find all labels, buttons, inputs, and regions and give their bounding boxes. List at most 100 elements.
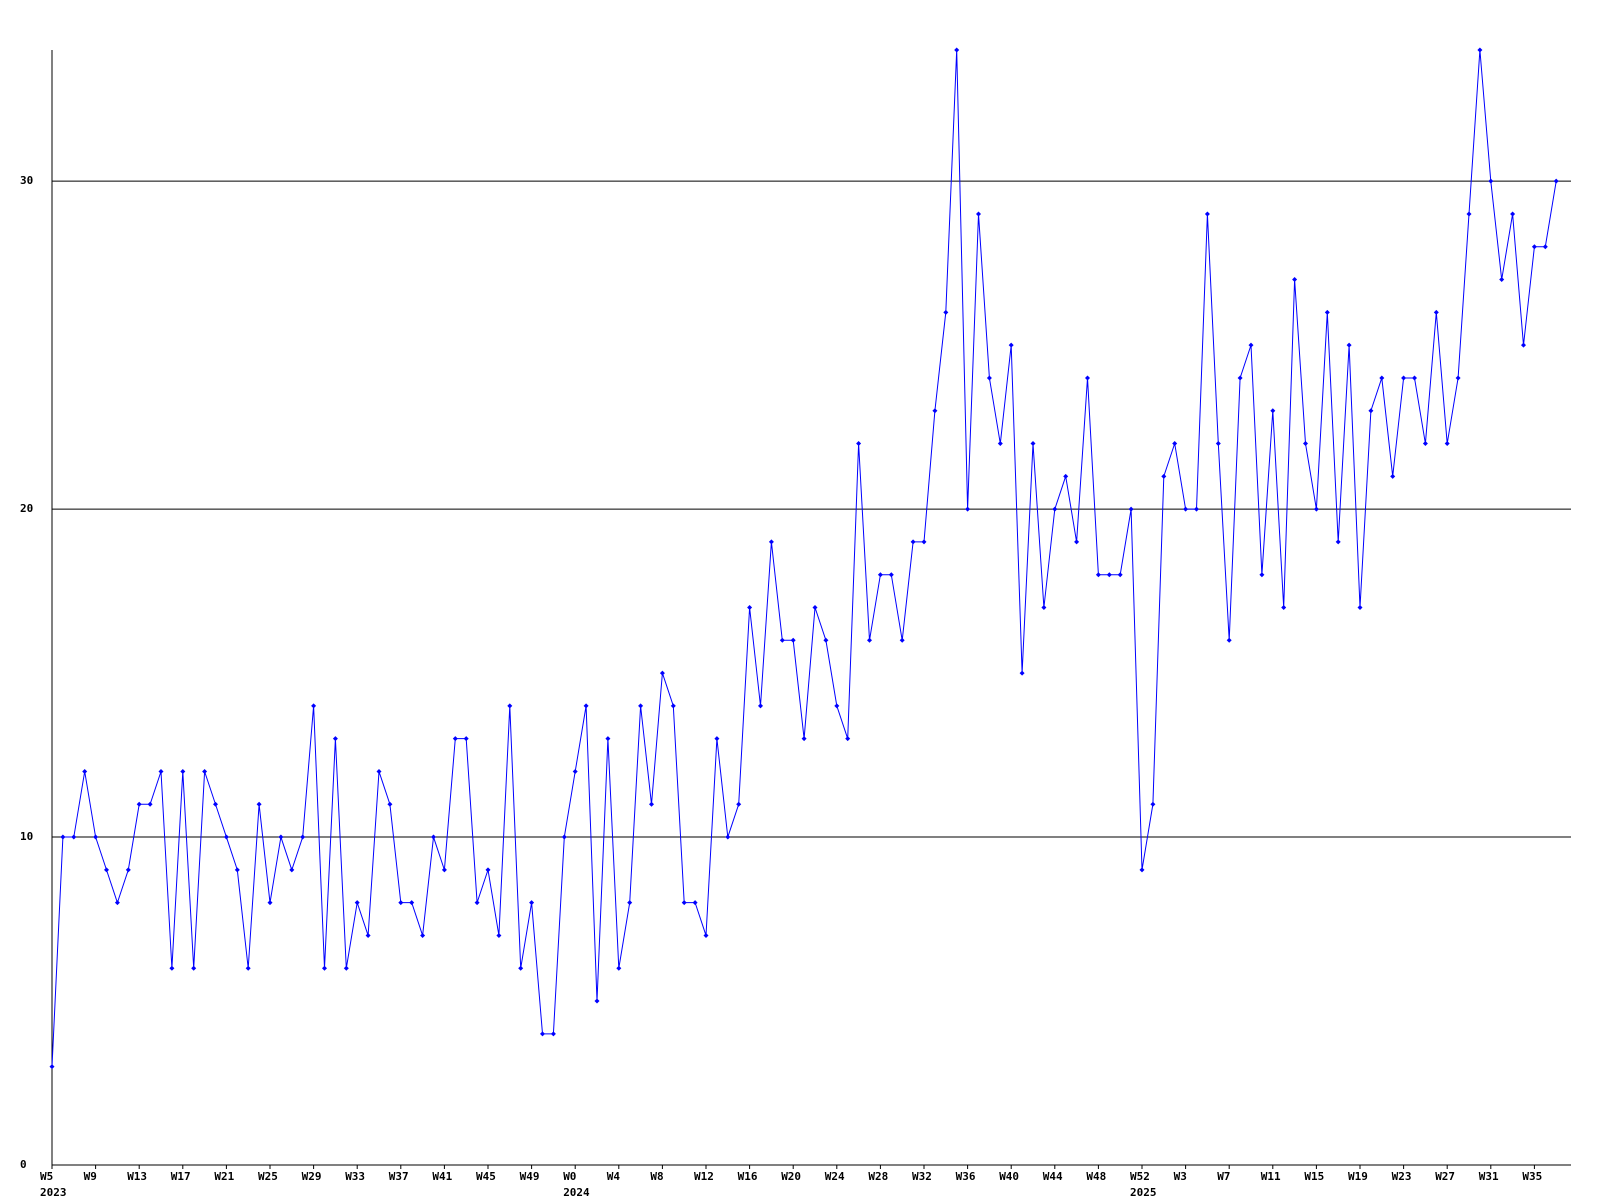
data-point — [627, 900, 633, 906]
data-point — [1422, 441, 1428, 447]
data-point — [223, 834, 229, 840]
data-point — [452, 736, 458, 742]
data-point — [496, 932, 502, 938]
x-tick-label: W37 — [389, 1170, 409, 1183]
data-point — [899, 637, 905, 643]
x-tick-label: W28 — [868, 1170, 888, 1183]
data-point — [365, 932, 371, 938]
data-point — [540, 1031, 545, 1037]
data-point — [1313, 506, 1319, 512]
data-point — [387, 801, 393, 807]
data-point — [93, 834, 99, 840]
data-point — [1095, 572, 1101, 578]
data-point — [441, 867, 447, 873]
x-tick-label: W16 — [738, 1170, 758, 1183]
data-point — [692, 900, 698, 906]
data-point — [180, 768, 186, 774]
data-point — [1161, 473, 1167, 479]
data-point — [1368, 408, 1374, 414]
data-point — [507, 703, 513, 709]
data-point — [867, 637, 872, 643]
data-point — [1379, 375, 1385, 381]
data-point — [823, 637, 829, 643]
data-point — [1128, 506, 1134, 512]
data-point — [158, 768, 164, 774]
data-point — [409, 900, 415, 906]
x-tick-label: W41 — [432, 1170, 452, 1183]
x-tick-label: W0 — [563, 1170, 576, 1183]
data-point — [420, 932, 426, 938]
data-point — [256, 801, 262, 807]
data-point — [768, 539, 774, 545]
data-point — [300, 834, 306, 840]
data-point — [82, 768, 88, 774]
data-point — [1204, 211, 1210, 217]
x-tick-label: W8 — [650, 1170, 663, 1183]
data-point — [921, 539, 927, 545]
x-tick-label: W3 — [1174, 1170, 1187, 1183]
data-point — [758, 703, 763, 709]
x-tick-label: W44 — [1043, 1170, 1063, 1183]
x-year-label: 2025 — [1130, 1186, 1157, 1199]
data-point — [1008, 342, 1014, 348]
data-point — [976, 211, 981, 217]
data-point — [1346, 342, 1352, 348]
data-point — [932, 408, 938, 414]
x-tick-label: W5 — [40, 1170, 53, 1183]
data-point — [1357, 605, 1363, 610]
data-point — [114, 900, 120, 906]
data-point — [561, 834, 567, 840]
data-line — [51, 49, 1557, 1067]
y-tick-label: 0 — [20, 1158, 27, 1171]
x-tick-label: W40 — [999, 1170, 1019, 1183]
y-tick-label: 10 — [20, 830, 33, 843]
data-point — [605, 736, 611, 742]
data-point — [1237, 375, 1243, 381]
x-tick-label: W7 — [1217, 1170, 1230, 1183]
data-point — [801, 736, 807, 742]
x-tick-label: W4 — [607, 1170, 621, 1183]
data-point — [311, 703, 317, 709]
x-tick-label: W31 — [1479, 1170, 1499, 1183]
data-point — [1477, 47, 1483, 53]
x-tick-label: W25 — [258, 1170, 278, 1183]
x-tick-label: W11 — [1261, 1170, 1281, 1183]
data-point — [332, 736, 338, 742]
data-point — [1401, 375, 1407, 381]
data-point — [747, 605, 753, 610]
data-point — [714, 736, 720, 742]
data-point — [1521, 342, 1526, 348]
data-point — [1215, 441, 1221, 447]
data-point — [529, 900, 535, 906]
data-point — [1553, 178, 1559, 184]
data-point — [202, 768, 208, 774]
data-point — [1390, 473, 1396, 479]
data-point — [49, 1064, 55, 1070]
data-point — [888, 572, 894, 578]
data-point — [954, 47, 960, 53]
data-point — [1510, 211, 1516, 217]
x-tick-label: W29 — [302, 1170, 322, 1183]
data-point — [1542, 244, 1548, 250]
data-point — [136, 801, 142, 807]
data-point — [1324, 309, 1330, 315]
data-point — [354, 900, 360, 906]
data-point — [1488, 178, 1494, 184]
data-point — [1259, 572, 1265, 578]
data-point — [572, 768, 578, 774]
data-point — [1499, 277, 1505, 283]
data-point — [1117, 572, 1123, 578]
x-tick-label: W21 — [214, 1170, 234, 1183]
x-tick-label: W45 — [476, 1170, 496, 1183]
data-point — [71, 834, 77, 840]
x-tick-label: W23 — [1392, 1170, 1412, 1183]
data-point — [518, 965, 524, 971]
data-point — [278, 834, 284, 840]
x-tick-label: W27 — [1435, 1170, 1455, 1183]
x-tick-label: W20 — [781, 1170, 801, 1183]
x-tick-label: W32 — [912, 1170, 932, 1183]
data-point — [1052, 506, 1058, 512]
data-point — [659, 670, 665, 676]
data-point — [845, 736, 851, 742]
